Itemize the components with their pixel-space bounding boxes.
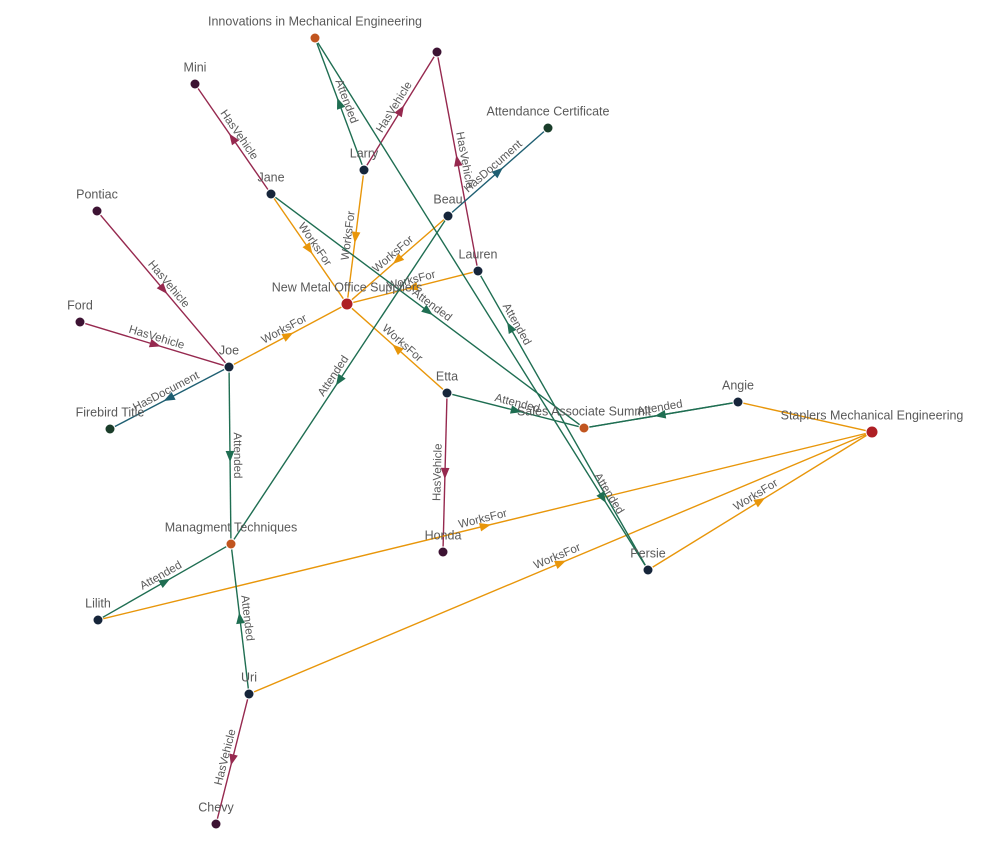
svg-text:Attendance Certificate: Attendance Certificate <box>487 105 610 119</box>
svg-text:HasVehicle: HasVehicle <box>431 443 444 501</box>
svg-text:Managment Techniques: Managment Techniques <box>165 521 298 535</box>
svg-text:Innovations in Mechanical Engi: Innovations in Mechanical Engineering <box>208 15 422 29</box>
svg-text:Honda: Honda <box>425 529 462 543</box>
svg-text:Uri: Uri <box>241 671 257 685</box>
svg-text:Joe: Joe <box>219 344 239 358</box>
svg-text:Beau: Beau <box>433 193 462 207</box>
svg-text:Ford: Ford <box>67 299 93 313</box>
svg-text:Attended: Attended <box>231 432 243 478</box>
svg-text:Jane: Jane <box>257 171 284 185</box>
svg-text:Larry: Larry <box>350 147 379 161</box>
svg-text:Pontiac: Pontiac <box>76 188 118 202</box>
svg-text:Firebird Title: Firebird Title <box>76 406 145 420</box>
svg-text:Chevy: Chevy <box>198 801 234 815</box>
svg-text:Etta: Etta <box>436 370 458 384</box>
svg-text:Staplers Mechanical Engineerin: Staplers Mechanical Engineering <box>781 409 964 423</box>
svg-text:Angie: Angie <box>722 379 754 393</box>
svg-text:Sales Associate Summit: Sales Associate Summit <box>517 405 652 419</box>
svg-text:Lilith: Lilith <box>85 597 111 611</box>
svg-text:New Metal Office Suppliers: New Metal Office Suppliers <box>272 281 423 295</box>
svg-text:Mini: Mini <box>184 61 207 75</box>
svg-text:Persie: Persie <box>630 547 665 561</box>
svg-text:Lauren: Lauren <box>459 248 498 262</box>
